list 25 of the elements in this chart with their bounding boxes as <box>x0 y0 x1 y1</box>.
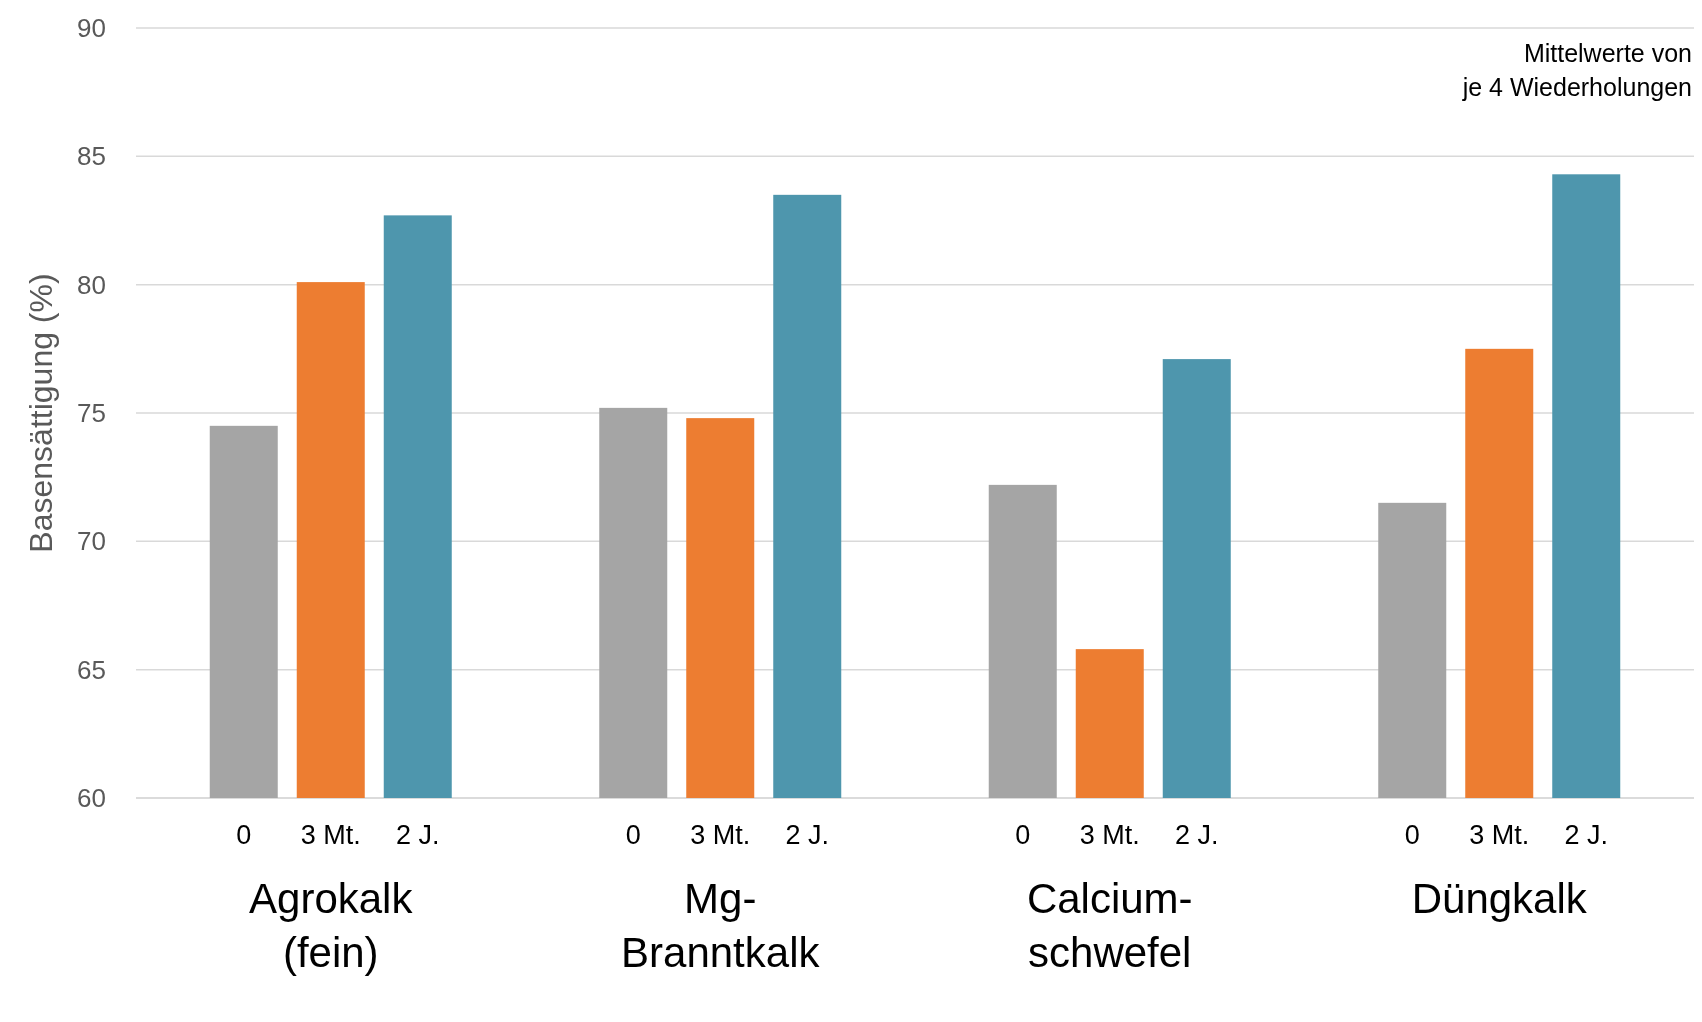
text: 2 J. <box>1564 820 1609 850</box>
text: 3 Mt. <box>1079 820 1140 850</box>
x-tick-label: Calcium- schwefel <box>1026 875 1193 976</box>
text: 0 <box>1404 820 1420 850</box>
text: 0 <box>1015 820 1031 850</box>
y-tick-label: 90 <box>77 13 106 44</box>
text: 0 <box>625 820 641 850</box>
series-label: 0 <box>236 820 252 850</box>
text: 2 J. <box>785 820 830 850</box>
y-tick-label: 70 <box>77 526 106 557</box>
y-tick-label: 80 <box>77 269 106 300</box>
annotation: Mittelwerte von je 4 Wiederholungen <box>1461 39 1692 101</box>
text: 3 Mt. <box>690 820 751 850</box>
y-tick-label: 85 <box>77 141 106 172</box>
x-tick-label: Mg- Branntkalk <box>621 875 821 976</box>
series-label: 2 J. <box>395 820 440 850</box>
y-tick-label: 60 <box>77 783 106 814</box>
series-label: 3 Mt. <box>300 820 361 850</box>
text: 3 Mt. <box>1469 820 1530 850</box>
text: 2 J. <box>1174 820 1219 850</box>
x-tick-label: Düngkalk <box>1411 875 1588 922</box>
y-axis-title: Basensättigung (%) <box>23 273 59 553</box>
x-tick-label: Agrokalk (fein) <box>249 875 414 976</box>
y-tick-label: 65 <box>77 654 106 685</box>
y-tick-label: 75 <box>77 398 106 429</box>
